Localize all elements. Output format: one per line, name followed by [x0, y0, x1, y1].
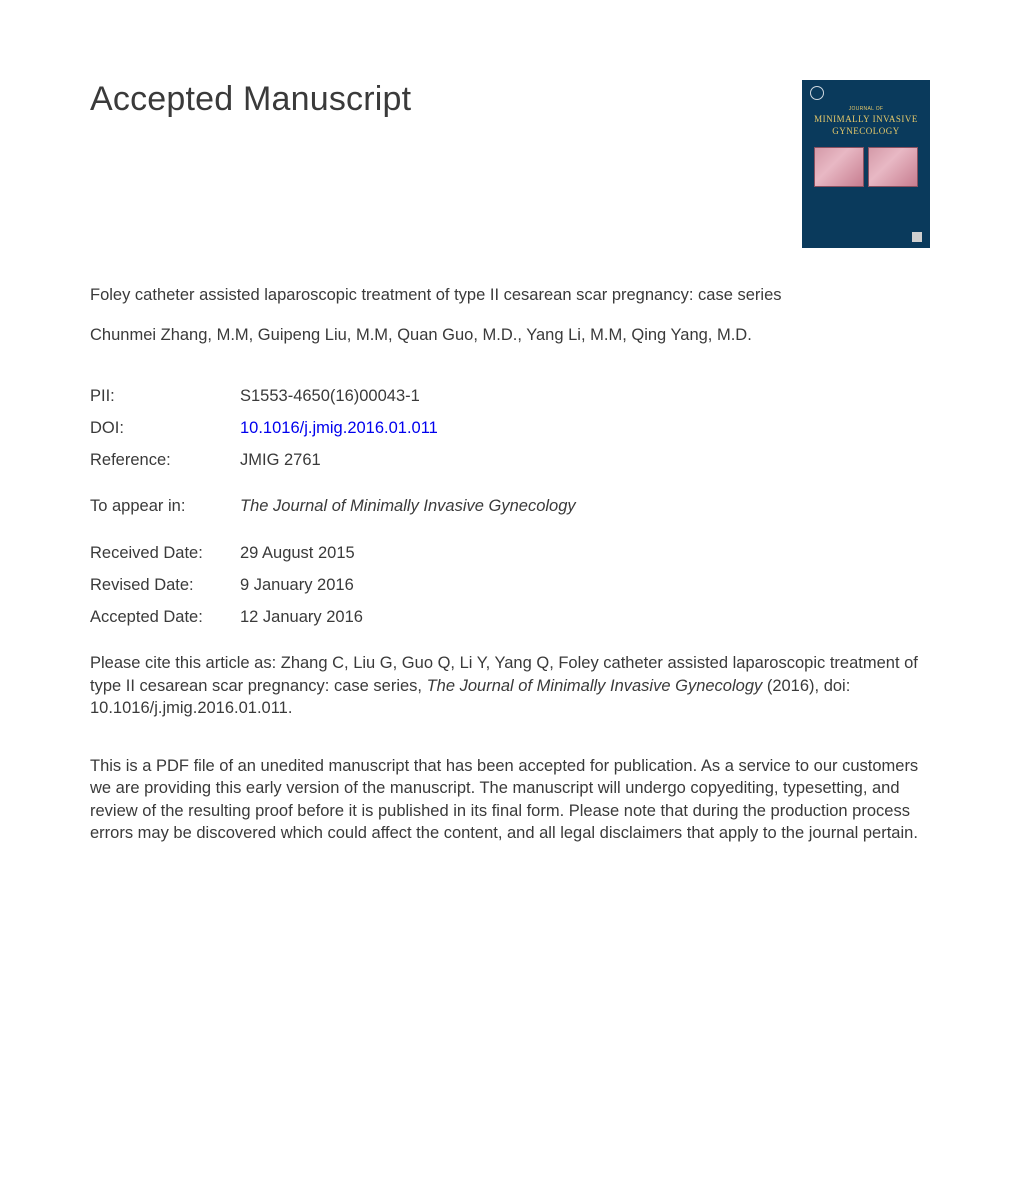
- metadata-block-1: PII: S1553-4650(16)00043-1 DOI: 10.1016/…: [90, 385, 930, 472]
- accepted-label: Accepted Date:: [90, 606, 240, 628]
- revised-label: Revised Date:: [90, 574, 240, 596]
- received-label: Received Date:: [90, 542, 240, 564]
- to-appear-value: The Journal of Minimally Invasive Gyneco…: [240, 495, 576, 517]
- pii-label: PII:: [90, 385, 240, 407]
- cover-publisher-icon: [912, 232, 922, 242]
- doi-label: DOI:: [90, 417, 240, 439]
- pii-row: PII: S1553-4650(16)00043-1: [90, 385, 930, 407]
- journal-cover-thumbnail: JOURNAL OF MINIMALLY INVASIVE GYNECOLOGY: [802, 80, 930, 248]
- accepted-value: 12 January 2016: [240, 606, 363, 628]
- reference-row: Reference: JMIG 2761: [90, 449, 930, 471]
- received-row: Received Date: 29 August 2015: [90, 542, 930, 564]
- cover-title-line1: MINIMALLY INVASIVE: [814, 114, 918, 124]
- reference-label: Reference:: [90, 449, 240, 471]
- to-appear-row: To appear in: The Journal of Minimally I…: [90, 495, 930, 517]
- authors-list: Chunmei Zhang, M.M, Guipeng Liu, M.M, Qu…: [90, 324, 850, 346]
- cover-image-right: [868, 147, 918, 187]
- cover-title-line2: GYNECOLOGY: [832, 126, 900, 136]
- doi-link[interactable]: 10.1016/j.jmig.2016.01.011: [240, 417, 438, 439]
- header-row: Accepted Manuscript JOURNAL OF MINIMALLY…: [90, 80, 930, 248]
- metadata-block-dates: Received Date: 29 August 2015 Revised Da…: [90, 542, 930, 629]
- citation-text: Please cite this article as: Zhang C, Li…: [90, 652, 930, 719]
- cover-logo-icon: [810, 86, 824, 100]
- page-heading: Accepted Manuscript: [90, 80, 411, 119]
- pii-value: S1553-4650(16)00043-1: [240, 385, 420, 407]
- cover-title: MINIMALLY INVASIVE GYNECOLOGY: [814, 114, 918, 137]
- cover-subtitle: JOURNAL OF: [849, 106, 883, 112]
- cover-images: [814, 147, 918, 187]
- cover-image-left: [814, 147, 864, 187]
- article-title: Foley catheter assisted laparoscopic tre…: [90, 284, 810, 306]
- revised-value: 9 January 2016: [240, 574, 354, 596]
- reference-value: JMIG 2761: [240, 449, 321, 471]
- revised-row: Revised Date: 9 January 2016: [90, 574, 930, 596]
- accepted-row: Accepted Date: 12 January 2016: [90, 606, 930, 628]
- received-value: 29 August 2015: [240, 542, 355, 564]
- to-appear-label: To appear in:: [90, 495, 240, 517]
- citation-journal: The Journal of Minimally Invasive Gyneco…: [427, 677, 763, 695]
- disclaimer-text: This is a PDF file of an unedited manusc…: [90, 755, 930, 844]
- doi-row: DOI: 10.1016/j.jmig.2016.01.011: [90, 417, 930, 439]
